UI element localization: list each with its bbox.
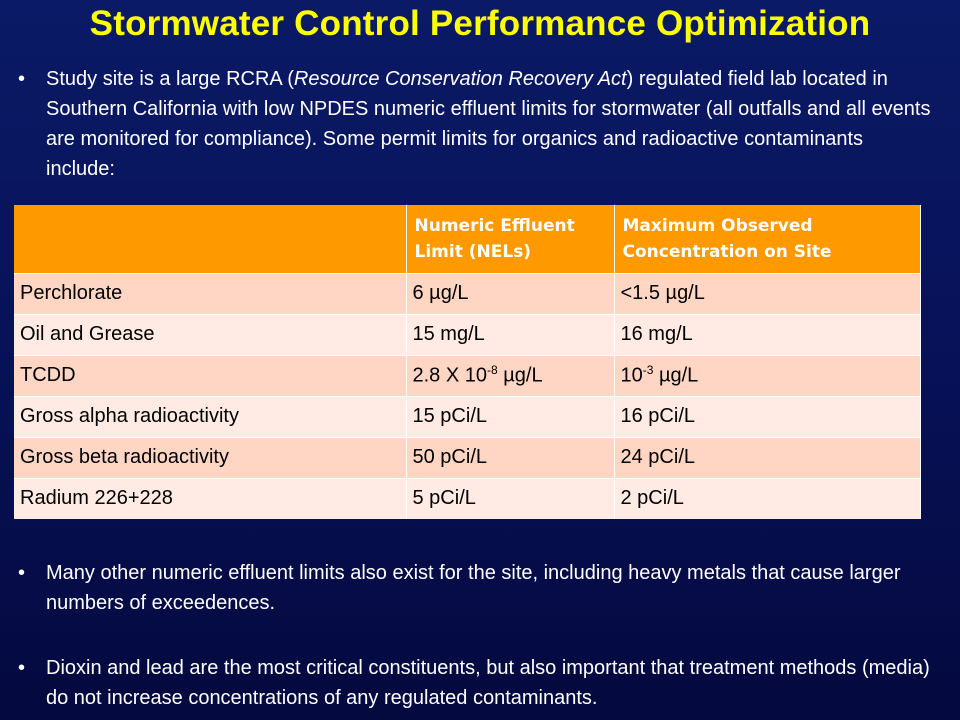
table-row: TCDD 2.8 X 10-8 µg/L 10-3 µg/L [14,354,921,396]
cell-max: 2 pCi/L [614,477,921,519]
max-unit: µg/L [653,364,699,387]
table-row: Radium 226+228 5 pCi/L 2 pCi/L [14,477,921,519]
bullet-text: Many other numeric effluent limits also … [46,562,901,614]
cell-constituent: TCDD [14,354,407,396]
nel-base: 2.8 X 10 [412,364,488,387]
cell-constituent: Gross beta radioactivity [14,436,407,478]
cell-nel: 50 pCi/L [406,436,615,478]
intro-text-part1: Study site is a large RCRA ( [46,68,294,90]
header-constituent [14,205,407,273]
max-exponent: -3 [642,363,654,378]
cell-max: <1.5 µg/L [614,272,921,314]
cell-nel: 15 pCi/L [406,395,615,437]
cell-max: 24 pCi/L [614,436,921,478]
cell-nel: 2.8 X 10-8 µg/L [406,354,615,396]
cell-max: 16 mg/L [614,313,921,355]
intro-text-part2: ) regulated field lab located in Souther… [46,68,931,180]
cell-max: 16 pCi/L [614,395,921,437]
limits-table: Numeric Effluent Limit (NELs) Maximum Ob… [14,205,921,519]
header-nel: Numeric Effluent Limit (NELs) [406,205,615,273]
table-row: Gross alpha radioactivity 15 pCi/L 16 pC… [14,395,921,437]
max-base: 10 [620,364,643,387]
bullet-text: Dioxin and lead are the most critical co… [46,657,930,709]
bullet-dot: • [18,562,26,584]
cell-nel: 5 pCi/L [406,477,615,519]
table-header-row: Numeric Effluent Limit (NELs) Maximum Ob… [14,205,921,273]
bullet-dot: • [18,657,26,679]
intro-text: Study site is a large RCRA (Resource Con… [46,64,936,194]
table-row: Gross beta radioactivity 50 pCi/L 24 pCi… [14,436,921,478]
cell-max: 10-3 µg/L [614,354,921,396]
cell-constituent: Gross alpha radioactivity [14,395,407,437]
bullet-dot: • [18,68,26,90]
table-row: Oil and Grease 15 mg/L 16 mg/L [14,313,921,355]
intro-text-italic: Resource Conservation Recovery Act [293,68,627,90]
slide-title: Stormwater Control Performance Optimizat… [89,4,871,43]
cell-constituent: Radium 226+228 [14,477,407,519]
cell-constituent: Perchlorate [14,272,407,314]
header-max-observed: Maximum Observed Concentration on Site [614,205,921,273]
nel-exponent: -8 [487,363,498,378]
cell-nel: 6 µg/L [406,272,615,314]
nel-unit: µg/L [497,364,543,387]
table-row: Perchlorate 6 µg/L <1.5 µg/L [14,272,921,314]
cell-nel: 15 mg/L [406,313,615,355]
cell-constituent: Oil and Grease [14,313,407,355]
